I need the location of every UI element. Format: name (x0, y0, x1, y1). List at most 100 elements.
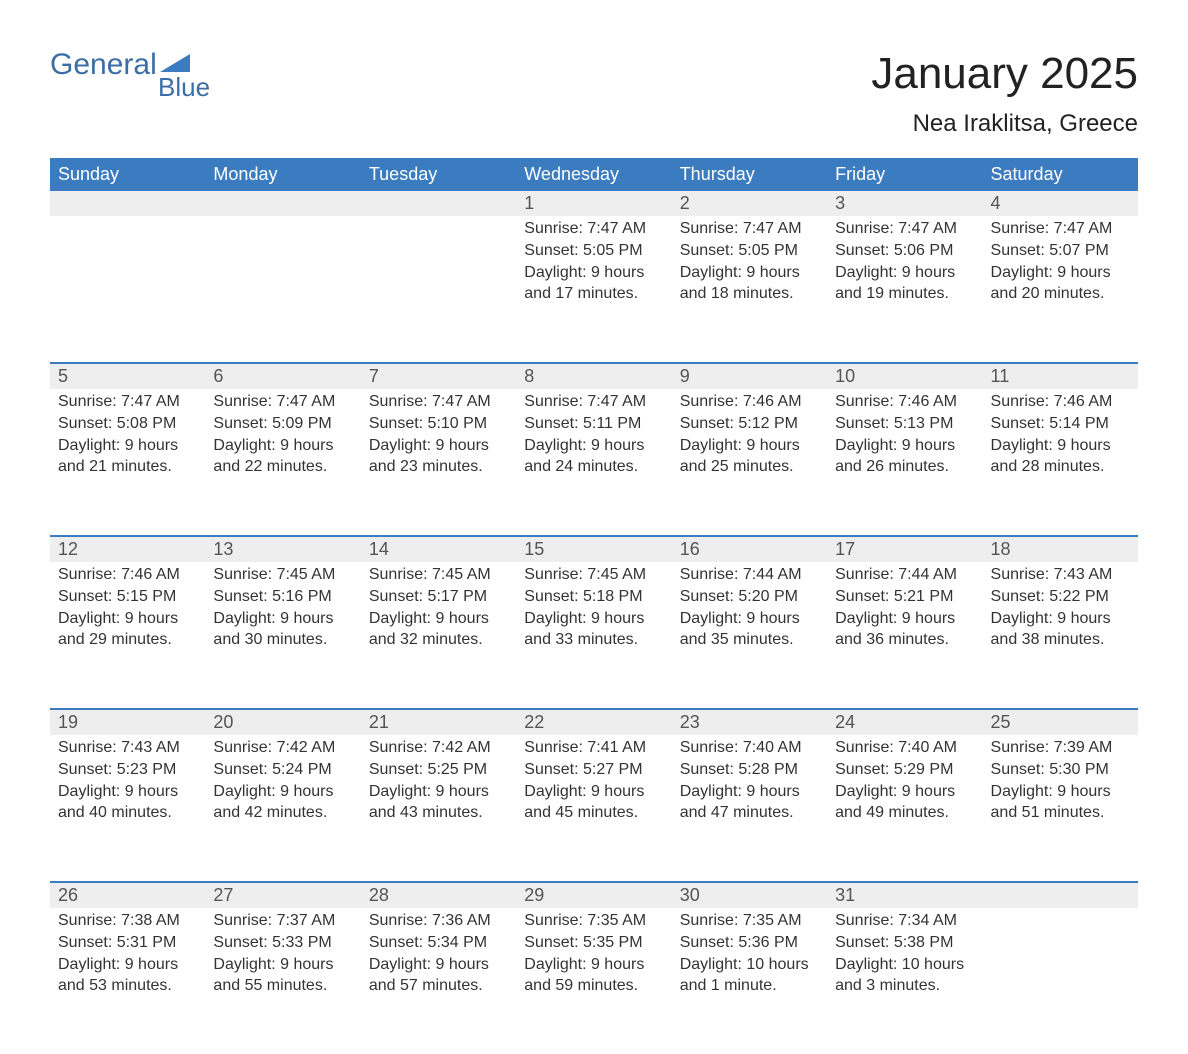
day-daylight2: and 55 minutes. (213, 975, 352, 997)
day-cell: Sunrise: 7:46 AMSunset: 5:12 PMDaylight:… (672, 389, 827, 535)
day-number: 16 (672, 537, 827, 562)
day-body: Sunrise: 7:35 AMSunset: 5:35 PMDaylight:… (516, 908, 671, 1014)
day-daylight1: Daylight: 9 hours (991, 435, 1130, 457)
day-cell: Sunrise: 7:35 AMSunset: 5:35 PMDaylight:… (516, 908, 671, 1054)
day-sunset: Sunset: 5:28 PM (680, 759, 819, 781)
day-cell (983, 908, 1138, 1054)
day-cell: Sunrise: 7:47 AMSunset: 5:09 PMDaylight:… (205, 389, 360, 535)
day-sunrise: Sunrise: 7:35 AM (524, 910, 663, 932)
day-body: Sunrise: 7:45 AMSunset: 5:16 PMDaylight:… (205, 562, 360, 668)
dow-sunday: Sunday (50, 158, 205, 191)
day-sunrise: Sunrise: 7:47 AM (369, 391, 508, 413)
day-body: Sunrise: 7:37 AMSunset: 5:33 PMDaylight:… (205, 908, 360, 1014)
day-daylight2: and 3 minutes. (835, 975, 974, 997)
day-daylight1: Daylight: 9 hours (213, 608, 352, 630)
day-number: 28 (361, 883, 516, 908)
day-cell (361, 216, 516, 362)
day-sunrise: Sunrise: 7:40 AM (680, 737, 819, 759)
day-number: 10 (827, 364, 982, 389)
day-daylight1: Daylight: 10 hours (835, 954, 974, 976)
day-sunset: Sunset: 5:33 PM (213, 932, 352, 954)
day-sunset: Sunset: 5:15 PM (58, 586, 197, 608)
day-sunrise: Sunrise: 7:47 AM (835, 218, 974, 240)
day-daylight1: Daylight: 9 hours (58, 435, 197, 457)
day-sunrise: Sunrise: 7:43 AM (58, 737, 197, 759)
day-sunset: Sunset: 5:16 PM (213, 586, 352, 608)
day-sunrise: Sunrise: 7:47 AM (991, 218, 1130, 240)
day-cell: Sunrise: 7:34 AMSunset: 5:38 PMDaylight:… (827, 908, 982, 1054)
day-number: 27 (205, 883, 360, 908)
day-body: Sunrise: 7:47 AMSunset: 5:06 PMDaylight:… (827, 216, 982, 322)
day-sunset: Sunset: 5:27 PM (524, 759, 663, 781)
day-sunrise: Sunrise: 7:47 AM (58, 391, 197, 413)
day-daylight1: Daylight: 9 hours (524, 781, 663, 803)
day-sunset: Sunset: 5:08 PM (58, 413, 197, 435)
day-cell: Sunrise: 7:40 AMSunset: 5:28 PMDaylight:… (672, 735, 827, 881)
day-sunrise: Sunrise: 7:44 AM (680, 564, 819, 586)
day-number: 25 (983, 710, 1138, 735)
day-body (50, 216, 205, 236)
day-body: Sunrise: 7:45 AMSunset: 5:18 PMDaylight:… (516, 562, 671, 668)
day-daylight2: and 32 minutes. (369, 629, 508, 651)
day-body: Sunrise: 7:42 AMSunset: 5:24 PMDaylight:… (205, 735, 360, 841)
day-number: 23 (672, 710, 827, 735)
day-daylight2: and 1 minute. (680, 975, 819, 997)
day-number: 11 (983, 364, 1138, 389)
day-body: Sunrise: 7:46 AMSunset: 5:12 PMDaylight:… (672, 389, 827, 495)
week-row: Sunrise: 7:47 AMSunset: 5:05 PMDaylight:… (50, 216, 1138, 362)
day-sunset: Sunset: 5:22 PM (991, 586, 1130, 608)
day-number: 13 (205, 537, 360, 562)
title-block: January 2025 Nea Iraklitsa, Greece (871, 50, 1138, 152)
daynum-row: 19202122232425 (50, 708, 1138, 735)
day-body: Sunrise: 7:47 AMSunset: 5:05 PMDaylight:… (516, 216, 671, 322)
day-body: Sunrise: 7:47 AMSunset: 5:09 PMDaylight:… (205, 389, 360, 495)
month-title: January 2025 (871, 50, 1138, 98)
day-body: Sunrise: 7:40 AMSunset: 5:28 PMDaylight:… (672, 735, 827, 841)
day-daylight1: Daylight: 9 hours (991, 608, 1130, 630)
week-row: Sunrise: 7:38 AMSunset: 5:31 PMDaylight:… (50, 908, 1138, 1054)
day-daylight2: and 29 minutes. (58, 629, 197, 651)
day-sunset: Sunset: 5:21 PM (835, 586, 974, 608)
day-sunrise: Sunrise: 7:46 AM (58, 564, 197, 586)
day-cell: Sunrise: 7:46 AMSunset: 5:13 PMDaylight:… (827, 389, 982, 535)
day-number: 26 (50, 883, 205, 908)
day-body: Sunrise: 7:47 AMSunset: 5:07 PMDaylight:… (983, 216, 1138, 322)
day-sunrise: Sunrise: 7:42 AM (213, 737, 352, 759)
day-body (983, 908, 1138, 928)
day-body: Sunrise: 7:39 AMSunset: 5:30 PMDaylight:… (983, 735, 1138, 841)
day-daylight1: Daylight: 10 hours (680, 954, 819, 976)
day-cell: Sunrise: 7:44 AMSunset: 5:21 PMDaylight:… (827, 562, 982, 708)
day-number: 2 (672, 191, 827, 216)
day-number: 22 (516, 710, 671, 735)
day-number (361, 191, 516, 216)
day-sunset: Sunset: 5:35 PM (524, 932, 663, 954)
day-sunrise: Sunrise: 7:47 AM (524, 391, 663, 413)
day-body: Sunrise: 7:43 AMSunset: 5:23 PMDaylight:… (50, 735, 205, 841)
day-cell (205, 216, 360, 362)
day-daylight2: and 47 minutes. (680, 802, 819, 824)
day-daylight1: Daylight: 9 hours (835, 435, 974, 457)
day-body (361, 216, 516, 236)
day-number: 29 (516, 883, 671, 908)
daynum-row: 1234 (50, 191, 1138, 216)
day-cell: Sunrise: 7:38 AMSunset: 5:31 PMDaylight:… (50, 908, 205, 1054)
day-daylight1: Daylight: 9 hours (524, 608, 663, 630)
day-daylight1: Daylight: 9 hours (213, 781, 352, 803)
dow-saturday: Saturday (983, 158, 1138, 191)
day-daylight1: Daylight: 9 hours (524, 954, 663, 976)
day-sunrise: Sunrise: 7:46 AM (991, 391, 1130, 413)
day-daylight1: Daylight: 9 hours (369, 781, 508, 803)
day-sunset: Sunset: 5:36 PM (680, 932, 819, 954)
week-row: Sunrise: 7:47 AMSunset: 5:08 PMDaylight:… (50, 389, 1138, 535)
day-daylight1: Daylight: 9 hours (835, 608, 974, 630)
day-daylight2: and 51 minutes. (991, 802, 1130, 824)
day-cell: Sunrise: 7:47 AMSunset: 5:10 PMDaylight:… (361, 389, 516, 535)
day-daylight2: and 38 minutes. (991, 629, 1130, 651)
day-number (205, 191, 360, 216)
day-cell: Sunrise: 7:47 AMSunset: 5:08 PMDaylight:… (50, 389, 205, 535)
location: Nea Iraklitsa, Greece (871, 110, 1138, 138)
day-cell: Sunrise: 7:47 AMSunset: 5:11 PMDaylight:… (516, 389, 671, 535)
day-number: 1 (516, 191, 671, 216)
day-number: 4 (983, 191, 1138, 216)
day-daylight2: and 40 minutes. (58, 802, 197, 824)
